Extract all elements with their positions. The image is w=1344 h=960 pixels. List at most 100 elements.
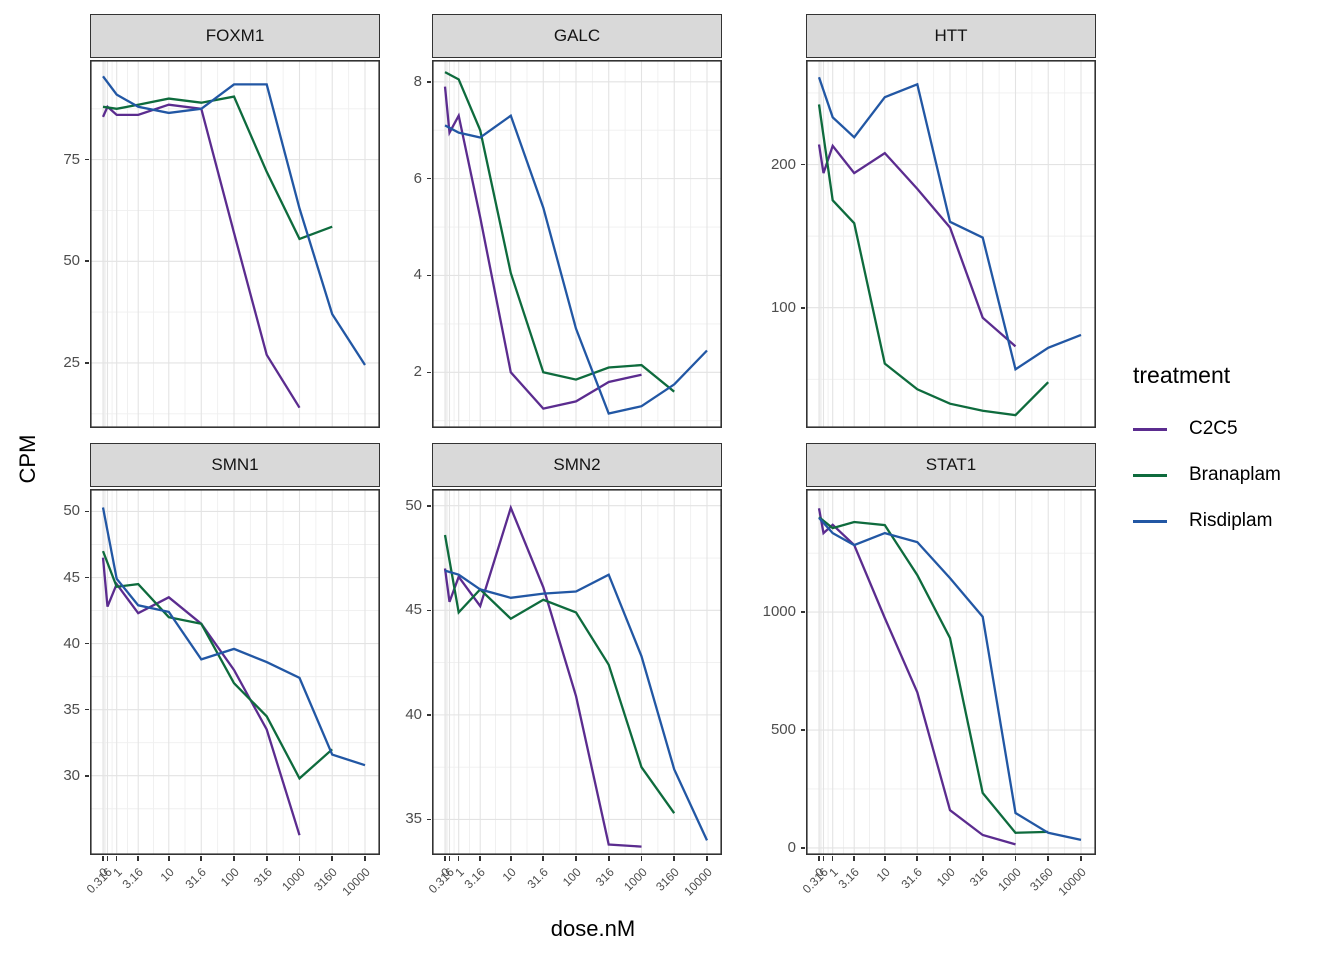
x-tick-mark <box>1080 856 1082 861</box>
series-line-Risdiplam <box>101 507 366 767</box>
x-tick-mark <box>706 856 708 861</box>
x-tick-mark <box>831 856 834 861</box>
x-tick-mark <box>102 856 104 861</box>
facet-strip-SMN1: SMN1 <box>90 443 380 487</box>
facet-panel-SMN2 <box>432 489 722 855</box>
x-tick-mark <box>1047 856 1050 861</box>
facet-panel-STAT1 <box>806 489 1096 855</box>
y-tick-mark <box>85 642 89 645</box>
facet-title: FOXM1 <box>205 26 265 45</box>
y-tick-label: 8 <box>413 72 422 90</box>
x-tick-mark <box>479 856 482 861</box>
facet-title: HTT <box>934 26 968 45</box>
y-tick-label: 75 <box>63 150 80 168</box>
y-tick-mark <box>85 774 89 777</box>
x-tick-mark <box>137 856 140 861</box>
x-tick-mark <box>200 856 203 861</box>
gridlines <box>806 60 1096 428</box>
y-tick-label: 40 <box>405 705 422 723</box>
series-line-C2C5 <box>101 103 301 409</box>
y-tick-mark <box>427 504 431 507</box>
x-tick-mark <box>167 856 170 861</box>
y-tick-label: 45 <box>405 601 422 619</box>
legend-key-line <box>1133 473 1167 477</box>
gridlines <box>806 489 1096 855</box>
legend-label: Branaplam <box>1189 464 1281 485</box>
y-tick-label: 50 <box>63 502 80 520</box>
x-tick-mark <box>509 856 512 861</box>
series-line-Risdiplam <box>818 517 1082 842</box>
facet-panel-GALC <box>432 60 722 428</box>
panel-border <box>432 489 722 855</box>
y-tick-label: 4 <box>413 266 422 284</box>
y-tick-mark <box>85 158 89 161</box>
x-tick-mark <box>640 856 643 861</box>
y-tick-mark <box>427 818 431 821</box>
panel-border <box>806 489 1096 855</box>
series-line-Branaplam <box>102 95 333 241</box>
y-tick-mark <box>427 371 431 374</box>
gridlines <box>90 489 380 855</box>
y-tick-mark <box>85 576 89 579</box>
x-tick-mark <box>542 856 545 861</box>
y-tick-label: 25 <box>63 353 80 371</box>
y-tick-mark <box>801 611 805 613</box>
x-tick-mark <box>853 856 856 861</box>
y-tick-mark <box>427 177 431 180</box>
legend-item-C2C5: C2C5 <box>1133 415 1281 443</box>
y-tick-mark <box>85 708 89 711</box>
legend-title: treatment <box>1133 362 1231 388</box>
y-tick-label: 50 <box>405 496 422 514</box>
y-tick-label: 30 <box>63 766 80 784</box>
x-tick-mark <box>106 856 109 861</box>
y-tick-mark <box>85 362 89 364</box>
x-tick-mark <box>1014 856 1017 861</box>
series-line-C2C5 <box>443 86 642 410</box>
x-tick-mark <box>883 856 886 861</box>
x-tick-mark <box>981 856 984 861</box>
x-tick-mark <box>233 856 235 861</box>
x-tick-mark <box>818 856 820 861</box>
facet-strip-STAT1: STAT1 <box>806 443 1096 487</box>
gridlines <box>90 60 380 428</box>
facet-strip-FOXM1: FOXM1 <box>90 14 380 58</box>
facet-panel-FOXM1 <box>90 60 380 428</box>
series-line-C2C5 <box>101 557 301 836</box>
facet-strip-HTT: HTT <box>806 14 1096 58</box>
y-tick-mark <box>427 80 431 83</box>
x-tick-mark <box>448 856 451 861</box>
facet-plot-area <box>432 489 722 855</box>
y-tick-label: 35 <box>63 700 80 718</box>
y-tick-mark <box>85 510 89 513</box>
panel-border <box>432 60 722 428</box>
series-line-Branaplam <box>443 534 676 814</box>
y-tick-mark <box>801 847 805 849</box>
legend: treatment C2C5 Branaplam Risdiplam <box>1133 362 1281 553</box>
x-tick-mark <box>331 856 334 861</box>
legend-label: C2C5 <box>1189 418 1238 439</box>
facet-title: SMN1 <box>211 455 259 474</box>
y-axis-title: CPM <box>15 434 40 484</box>
x-tick-mark <box>115 856 118 861</box>
y-tick-mark <box>427 274 431 277</box>
y-tick-mark <box>427 714 431 716</box>
x-axis-title: dose.nM <box>550 916 636 941</box>
y-tick-label: 200 <box>770 155 796 173</box>
panel-border <box>90 489 380 855</box>
x-tick-mark <box>673 856 676 861</box>
facet-title: GALC <box>553 26 601 45</box>
series-line-Risdiplam <box>444 113 708 415</box>
series-line-Branaplam <box>817 104 1050 417</box>
gridlines <box>432 489 722 855</box>
y-tick-mark <box>801 163 805 166</box>
y-tick-label: 35 <box>405 810 422 828</box>
y-tick-mark <box>801 306 805 309</box>
x-tick-mark <box>265 856 268 861</box>
facet-strip-SMN2: SMN2 <box>432 443 722 487</box>
x-tick-mark <box>822 856 825 861</box>
series-line-Risdiplam <box>444 569 709 841</box>
facet-plot-area <box>90 489 380 855</box>
y-tick-mark <box>85 260 89 263</box>
x-tick-mark <box>298 856 301 861</box>
